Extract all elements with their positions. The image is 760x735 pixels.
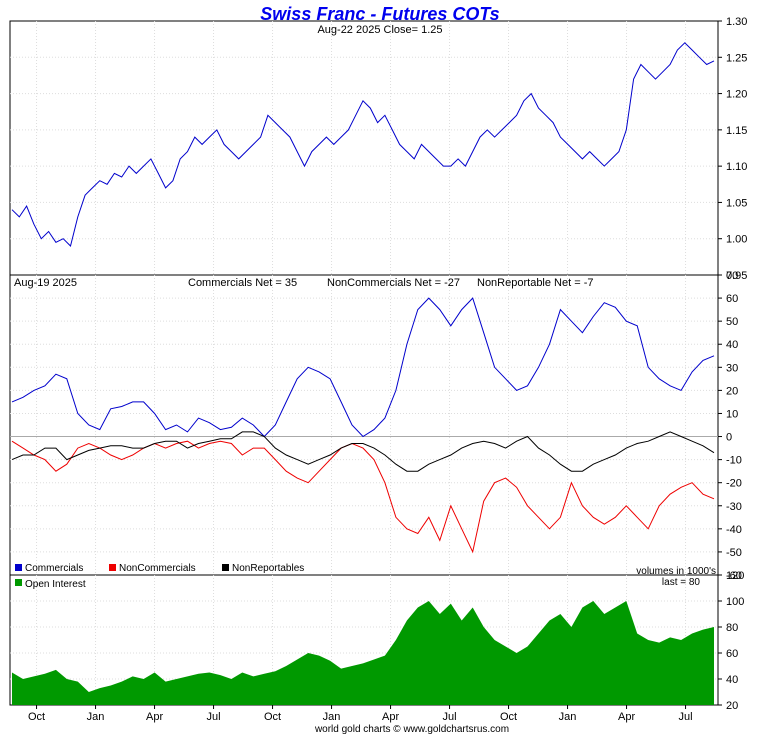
y-tick-label: -30 bbox=[726, 501, 742, 513]
x-tick-label: Oct bbox=[264, 711, 281, 723]
y-tick-label: 80 bbox=[726, 622, 738, 634]
legend-swatch-noncommercials bbox=[109, 564, 116, 571]
nonreportable-net: NonReportable Net = -7 bbox=[477, 277, 593, 289]
y-tick-label: -50 bbox=[726, 547, 742, 559]
legend-noncommercials: NonCommercials bbox=[119, 563, 196, 574]
x-tick-label: Jan bbox=[323, 711, 341, 723]
x-axis-ticks: Oct Jan Apr Jul Oct Jan Apr Jul Oct Jan Apr Jul bbox=[28, 705, 693, 723]
y-tick-label: 40 bbox=[726, 674, 738, 686]
y-tick-label: 50 bbox=[726, 316, 738, 328]
y-tick-label: 10 bbox=[726, 408, 738, 420]
x-tick-label: Jul bbox=[679, 711, 693, 723]
y-tick-label: 120 bbox=[726, 570, 744, 582]
cot-line-commercials bbox=[11, 297, 715, 438]
y-tick-label: 20 bbox=[726, 385, 738, 397]
chart-subtitle: Aug-22 2025 Close= 1.25 bbox=[317, 24, 442, 36]
x-tick-label: Apr bbox=[382, 711, 399, 723]
y-tick-label: 0.95 bbox=[726, 270, 747, 282]
y-tick-label: 1.15 bbox=[726, 125, 747, 137]
y-tick-label: 1.25 bbox=[726, 52, 747, 64]
x-tick-label: Apr bbox=[618, 711, 635, 723]
cot-panel bbox=[9, 274, 719, 576]
chart-title: Swiss Franc - Futures COTs bbox=[260, 4, 499, 24]
x-tick-label: Jul bbox=[207, 711, 221, 723]
legend-swatch-nonreportables bbox=[222, 564, 229, 571]
y-tick-label: -40 bbox=[726, 524, 742, 536]
grid-lines bbox=[10, 21, 718, 705]
legend-swatch-commercials bbox=[15, 564, 22, 571]
x-tick-label: Oct bbox=[28, 711, 45, 723]
cot-line-nonreportables bbox=[11, 431, 715, 472]
y-tick-label: 1.30 bbox=[726, 16, 747, 28]
y-tick-label: 100 bbox=[726, 596, 744, 608]
y-tick-label: 1.20 bbox=[726, 89, 747, 101]
footer-credit: world gold charts © www.goldchartsrus.co… bbox=[314, 724, 509, 735]
x-tick-label: Jan bbox=[559, 711, 577, 723]
cot-line-noncommercials bbox=[11, 440, 715, 554]
y-tick-label: -20 bbox=[726, 478, 742, 490]
x-tick-label: Oct bbox=[500, 711, 517, 723]
commercials-net: Commercials Net = 35 bbox=[188, 277, 297, 289]
cot-series bbox=[11, 297, 715, 554]
legend-commercials: Commercials bbox=[25, 563, 83, 574]
volumes-note: volumes in 1000's bbox=[636, 566, 716, 577]
noncommercials-net: NonCommercials Net = -27 bbox=[327, 277, 460, 289]
legend-nonreportables: NonReportables bbox=[232, 563, 304, 574]
legend-swatch-open-interest bbox=[15, 579, 22, 586]
open-interest-area bbox=[12, 601, 714, 705]
legend-open-interest: Open Interest bbox=[25, 579, 86, 590]
y-tick-label: 70 bbox=[726, 270, 738, 282]
cot-date: Aug-19 2025 bbox=[14, 277, 77, 289]
y-tick-label: 30 bbox=[726, 362, 738, 374]
oi-last: last = 80 bbox=[662, 577, 701, 588]
y-tick-label: 20 bbox=[726, 700, 738, 712]
y-tick-label: -60 bbox=[726, 570, 742, 582]
price-panel bbox=[9, 20, 719, 276]
y-tick-label: 60 bbox=[726, 648, 738, 660]
price-series bbox=[11, 42, 715, 247]
y-tick-label: 60 bbox=[726, 293, 738, 305]
x-tick-label: Jul bbox=[443, 711, 457, 723]
y-tick-label: 0 bbox=[726, 432, 732, 444]
y-tick-label: 1.00 bbox=[726, 234, 747, 246]
y-axis-ticks: 0.95 1.00 1.05 1.10 1.15 1.20 1.25 1.30 -60 -50 -4… bbox=[718, 16, 747, 712]
y-tick-label: 1.05 bbox=[726, 197, 747, 209]
x-tick-label: Apr bbox=[146, 711, 163, 723]
price-line bbox=[11, 42, 715, 247]
y-tick-label: 1.10 bbox=[726, 161, 747, 173]
y-tick-label: 40 bbox=[726, 339, 738, 351]
x-tick-label: Jan bbox=[87, 711, 105, 723]
y-tick-label: -10 bbox=[726, 455, 742, 467]
open-interest-series bbox=[12, 601, 714, 705]
